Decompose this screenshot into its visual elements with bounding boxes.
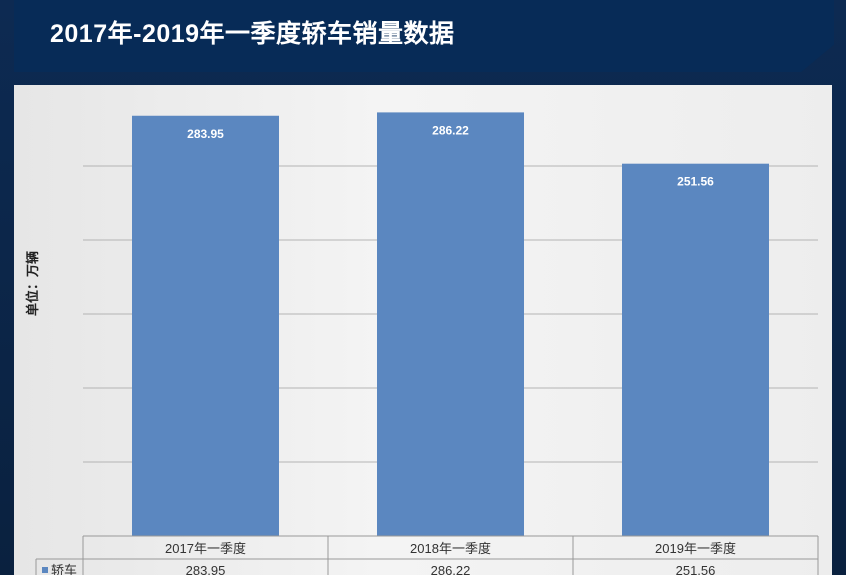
- bar: [132, 115, 279, 536]
- title-banner: [14, 0, 834, 72]
- data-label: 283.95: [187, 127, 224, 141]
- table-value: 251.56: [676, 563, 716, 575]
- data-label: 286.22: [432, 123, 469, 137]
- tick-label: 2018年一季度: [410, 541, 491, 556]
- bar: [377, 112, 524, 536]
- tick-label: 2019年一季度: [655, 541, 736, 556]
- tick-label: 2017年一季度: [165, 541, 246, 556]
- data-label: 251.56: [677, 175, 714, 189]
- bar: [622, 163, 769, 536]
- table-value: 283.95: [186, 563, 226, 575]
- legend-label: 轿车: [51, 563, 77, 575]
- legend-swatch: [42, 567, 48, 573]
- page-title: 2017年-2019年一季度轿车销量数据: [50, 20, 455, 48]
- table-value: 286.22: [431, 563, 471, 575]
